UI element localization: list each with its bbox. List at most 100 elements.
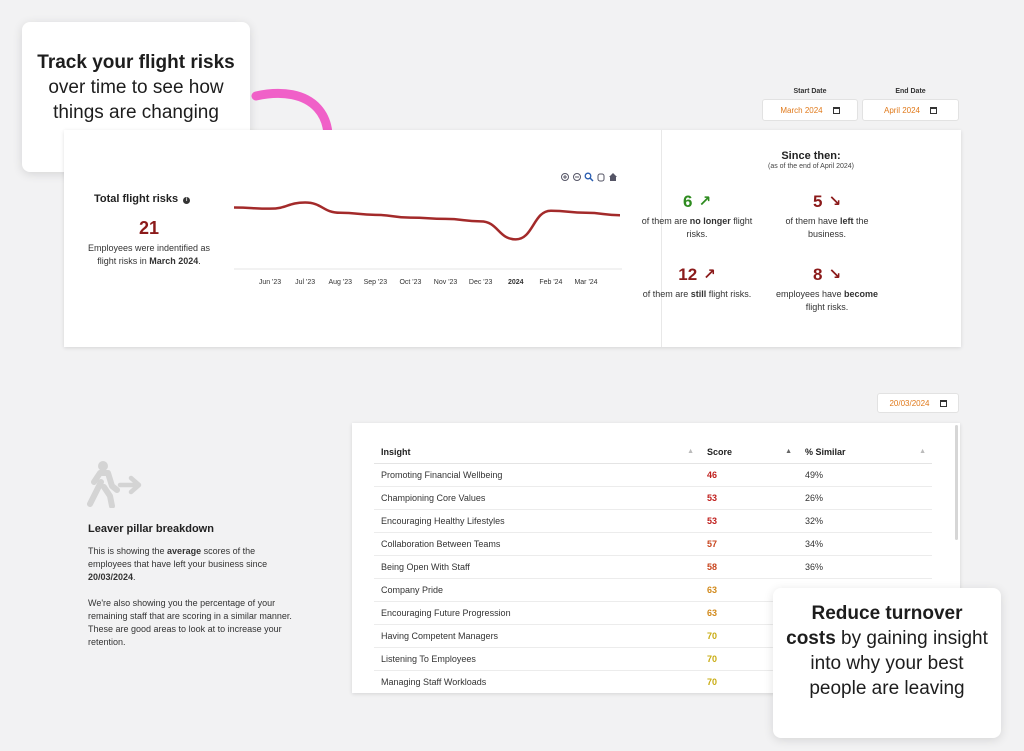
start-date-input[interactable]: March 2024 — [762, 99, 858, 121]
callout-top-bold: Track your flight risks — [37, 52, 235, 73]
stat-value: 6 — [682, 192, 693, 211]
cell-similar: 32% — [798, 509, 932, 533]
stat-desc-pre: employees have — [775, 289, 845, 299]
stat-desc-bold: become — [844, 289, 879, 299]
cell-insight: Collaboration Between Teams — [374, 532, 700, 556]
info-icon[interactable]: i — [183, 197, 191, 204]
calendar-icon[interactable] — [930, 106, 938, 114]
stat-desc-bold: still — [690, 289, 707, 299]
cell-score: 58 — [700, 555, 798, 579]
cell-similar: 34% — [798, 532, 932, 556]
table-row[interactable]: Being Open With Staff 58 36% — [374, 555, 932, 579]
cell-insight: Company Pride — [374, 578, 700, 602]
cell-insight: Encouraging Future Progression — [374, 601, 700, 625]
callout-reduce-turnover: Reduce turnover costs by gaining insight… — [773, 588, 1001, 738]
x-tick-label: Mar '24 — [574, 279, 597, 286]
cell-insight: Promoting Financial Wellbeing — [374, 463, 700, 487]
x-tick-label: Dec '23 — [469, 279, 493, 286]
leaver-p1-date: 20/03/2024 — [88, 572, 134, 582]
insight-table-card: Insight ▲ Score ▲ % Similar ▲ Promoting Fin… — [352, 423, 960, 693]
magnify-icon[interactable] — [584, 172, 594, 182]
zoom-in-icon[interactable] — [561, 173, 569, 181]
stat-desc-post: flight risks. — [805, 302, 849, 312]
header-insight[interactable]: Insight ▲ — [374, 441, 700, 464]
stat-description: of them are still flight risks. — [637, 288, 757, 301]
stat-description: of them have left the business. — [767, 215, 887, 241]
header-similar[interactable]: % Similar ▲ — [798, 441, 932, 464]
x-tick-label: Oct '23 — [399, 279, 421, 286]
since-stat: 12 ↗ of them are still flight risks. — [637, 265, 757, 301]
stat-desc-post: flight risks. — [706, 289, 752, 299]
kpi-value: 21 — [138, 218, 160, 238]
table-row[interactable]: Encouraging Healthy Lifestyles 53 32% — [374, 509, 932, 533]
cell-score: 53 — [700, 509, 798, 533]
stat-desc-pre: of them are — [641, 216, 690, 226]
stat-description: of them are no longer flight risks. — [637, 215, 757, 241]
table-header-row: Insight ▲ Score ▲ % Similar ▲ — [374, 441, 932, 464]
kpi-desc-date: March 2024 — [149, 256, 199, 266]
kpi-title: Total flight risks i — [94, 193, 206, 205]
flight-risk-line-chart: Jun '23 Jul '23 Aug '23 Sep '23 Oct '23 Nov '… — [234, 172, 622, 286]
start-date-label: Start Date — [793, 88, 827, 95]
table-row[interactable]: Collaboration Between Teams 57 34% — [374, 532, 932, 556]
trend-up-icon: ↗ — [698, 193, 712, 210]
home-icon[interactable] — [609, 173, 617, 181]
leaver-p1-b: scores of the employees that have left y… — [88, 546, 268, 569]
table-body: Promoting Financial Wellbeing 46 49% Champi… — [374, 463, 932, 693]
cell-insight: Managing Staff Workloads — [374, 670, 700, 693]
x-tick-label: 2024 — [508, 279, 524, 286]
end-date-input[interactable]: April 2024 — [862, 99, 959, 121]
cell-score: 53 — [700, 486, 798, 510]
stat-desc-pre: of them have — [785, 216, 841, 226]
table-row[interactable]: Promoting Financial Wellbeing 46 49% — [374, 463, 932, 487]
header-insight-label: Insight — [381, 446, 411, 457]
callout-bottom-bold: Reduce turnover costs — [786, 603, 963, 649]
flight-risk-card: Total flight risks i 21 Employees were i… — [64, 130, 961, 347]
leaver-walking-icon — [87, 461, 142, 508]
sort-icon[interactable]: ▲ — [919, 448, 926, 455]
stat-desc-pre: of them are — [642, 289, 691, 299]
header-similar-label: % Similar — [805, 446, 846, 457]
cell-insight: Encouraging Healthy Lifestyles — [374, 509, 700, 533]
table-scrollbar[interactable] — [955, 425, 958, 540]
zoom-out-icon[interactable] — [573, 173, 581, 181]
stat-value: 12 — [678, 265, 698, 284]
stat-desc-post: flight risks. — [686, 216, 753, 239]
callout-top-text: over time to see how things are changing — [48, 77, 224, 123]
cell-score: 46 — [700, 463, 798, 487]
chart-toolbar[interactable] — [561, 172, 618, 182]
cell-similar: 26% — [798, 486, 932, 510]
sort-icon[interactable]: ▲ — [687, 448, 694, 455]
trend-down-icon: ↘ — [828, 193, 842, 210]
x-tick-label: Sep '23 — [364, 279, 388, 286]
header-score[interactable]: Score ▲ — [700, 441, 798, 464]
x-tick-label: Jul '23 — [295, 279, 315, 286]
x-tick-label: Feb '24 — [539, 279, 562, 286]
cell-insight: Championing Core Values — [374, 486, 700, 510]
table-date-input[interactable]: 20/03/2024 — [877, 393, 959, 413]
insight-table: Insight ▲ Score ▲ % Similar ▲ Promoting Fin… — [374, 441, 932, 693]
kpi-desc-end: . — [198, 256, 201, 266]
stat-desc-bold: no longer — [689, 216, 731, 226]
end-date-value: April 2024 — [883, 105, 921, 115]
since-stat: 8 ↘ employees have become flight risks. — [767, 265, 887, 314]
leaver-p1-a: This is showing the — [88, 546, 168, 556]
calendar-icon[interactable] — [832, 106, 840, 114]
since-title: Since then: — [781, 150, 841, 162]
table-row[interactable]: Championing Core Values 53 26% — [374, 486, 932, 510]
card-divider — [661, 130, 662, 347]
kpi-description: Employees were indentified as flight ris… — [84, 242, 214, 268]
stat-desc-bold: left — [840, 216, 854, 226]
leaver-p1-end: . — [133, 572, 136, 582]
stat-value: 8 — [812, 265, 823, 284]
calendar-icon[interactable] — [939, 399, 947, 407]
cell-similar: 36% — [798, 555, 932, 579]
start-date-value: March 2024 — [780, 105, 823, 115]
cell-score: 57 — [700, 532, 798, 556]
since-stat: 6 ↗ of them are no longer flight risks. — [637, 192, 757, 241]
leaver-description: This is showing the average scores of th… — [88, 545, 294, 649]
sort-icon[interactable]: ▲ — [785, 448, 792, 455]
end-date-label: End Date — [895, 88, 926, 95]
pan-hand-icon[interactable] — [597, 173, 605, 182]
stat-description: employees have become flight risks. — [767, 288, 887, 314]
